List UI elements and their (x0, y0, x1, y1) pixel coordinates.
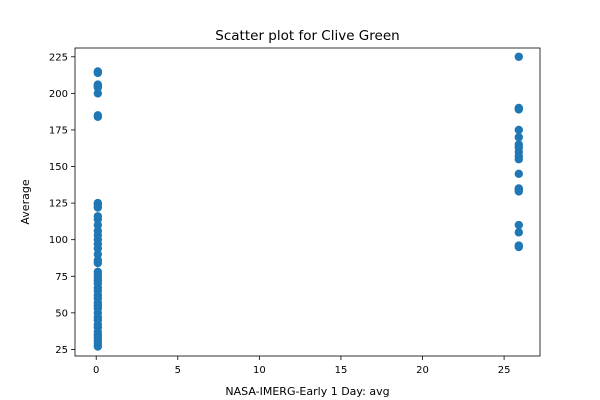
points-layer (93, 52, 523, 351)
data-point (93, 258, 103, 268)
x-tick-label: 15 (335, 365, 348, 376)
data-point (93, 220, 103, 230)
chart-title: Scatter plot for Clive Green (215, 28, 399, 44)
y-tick-label: 75 (55, 272, 68, 283)
data-point (93, 83, 103, 92)
data-point (514, 220, 523, 230)
data-point (514, 133, 523, 142)
y-tick-label: 125 (49, 199, 68, 210)
data-point (514, 52, 523, 61)
data-point (93, 342, 103, 351)
y-tick-label: 175 (49, 125, 68, 136)
data-point (93, 203, 103, 212)
x-tick-label: 25 (498, 365, 511, 376)
data-point (514, 169, 523, 179)
data-point (514, 187, 523, 196)
y-axis: 25 50 75 100 125 150 175 200 225 (49, 52, 75, 356)
y-tick-label: 150 (49, 162, 68, 173)
x-axis-label: NASA-IMERG-Early 1 Day: avg (225, 385, 389, 398)
data-point (93, 244, 103, 253)
data-point (93, 89, 103, 98)
x-axis: 0 5 10 15 20 25 (93, 356, 510, 376)
y-tick-label: 100 (49, 235, 68, 246)
x-tick-label: 5 (175, 365, 181, 376)
data-point (514, 242, 523, 252)
data-point (514, 125, 523, 135)
y-axis-label: Average (19, 179, 32, 224)
y-tick-label: 25 (55, 345, 68, 356)
x-tick-label: 10 (253, 365, 266, 376)
plot-frame (74, 47, 541, 357)
data-point (514, 228, 523, 237)
x-tick-label: 0 (93, 365, 99, 376)
y-tick-label: 200 (49, 89, 68, 100)
data-point (93, 68, 103, 78)
x-tick-label: 20 (416, 365, 429, 376)
data-point (514, 155, 523, 164)
y-tick-label: 50 (55, 308, 68, 319)
data-point (93, 112, 103, 121)
data-point (93, 214, 103, 224)
data-point (93, 250, 103, 259)
data-point (514, 105, 523, 114)
y-tick-label: 225 (49, 52, 68, 63)
